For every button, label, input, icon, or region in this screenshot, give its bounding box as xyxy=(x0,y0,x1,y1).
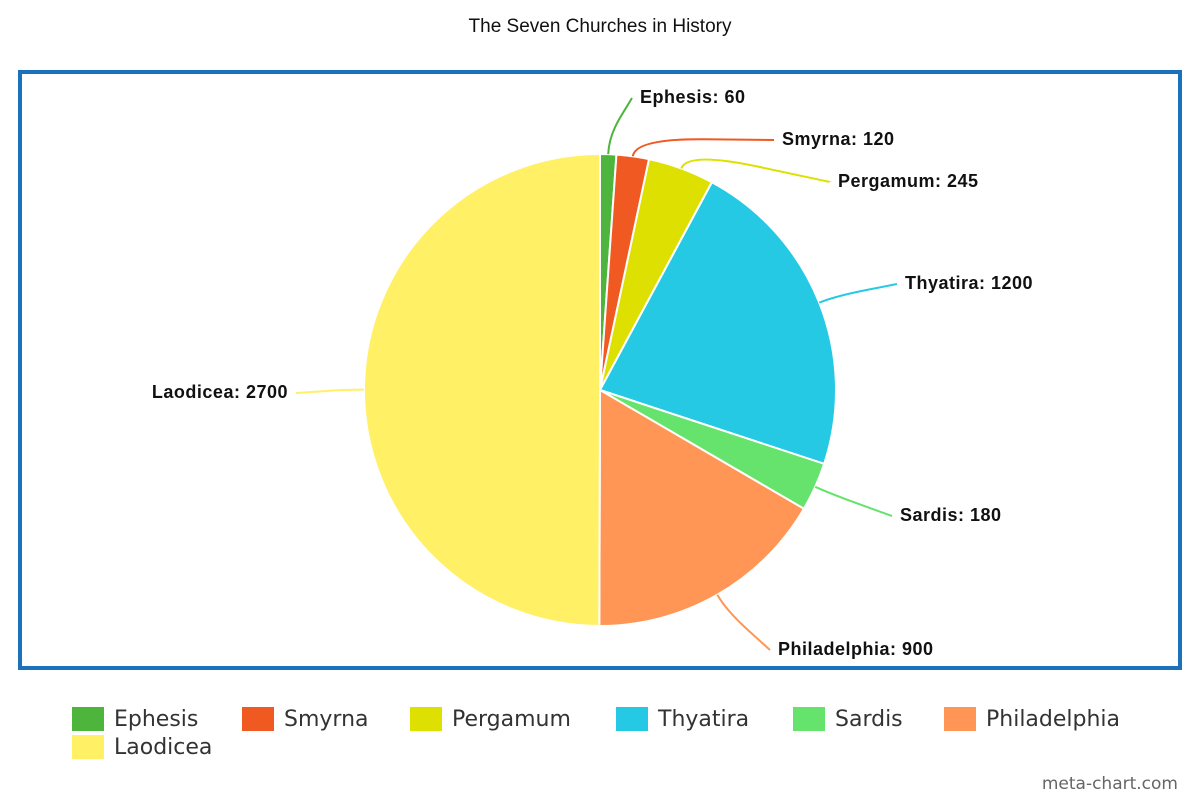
legend-swatch xyxy=(793,707,825,731)
leader-line xyxy=(680,158,831,183)
legend-swatch xyxy=(72,707,104,731)
data-label: Laodicea: 2700 xyxy=(152,382,288,402)
data-label: Ephesis: 60 xyxy=(640,87,746,107)
legend-label: Ephesis xyxy=(114,707,198,732)
leader-line xyxy=(607,97,633,155)
legend-swatch xyxy=(242,707,274,731)
legend-label: Thyatira xyxy=(657,707,749,732)
legend-label: Smyrna xyxy=(284,707,369,732)
legend-label: Sardis xyxy=(835,707,903,732)
credit: meta-chart.com xyxy=(1042,774,1178,794)
data-label: Pergamum: 245 xyxy=(838,171,979,191)
data-label: Philadelphia: 900 xyxy=(778,639,934,659)
leader-line xyxy=(716,594,771,651)
leader-line xyxy=(814,485,893,517)
plot-frame xyxy=(18,70,1182,670)
data-label: Thyatira: 1200 xyxy=(905,273,1033,293)
legend-label: Laodicea xyxy=(114,735,212,760)
legend-label: Pergamum xyxy=(452,707,571,732)
data-label: Sardis: 180 xyxy=(900,505,1002,525)
legend-swatch xyxy=(72,735,104,759)
legend-swatch xyxy=(944,707,976,731)
pie-slice xyxy=(598,388,806,627)
legend-swatch xyxy=(410,707,442,731)
pie-slice xyxy=(363,152,601,628)
leader-line xyxy=(295,388,365,394)
leader-line xyxy=(631,138,775,157)
legend-label: Philadelphia xyxy=(986,707,1120,732)
legend-swatch xyxy=(616,707,648,731)
data-label: Smyrna: 120 xyxy=(782,129,895,149)
chart-title: The Seven Churches in History xyxy=(469,16,732,37)
leader-line xyxy=(818,283,898,304)
